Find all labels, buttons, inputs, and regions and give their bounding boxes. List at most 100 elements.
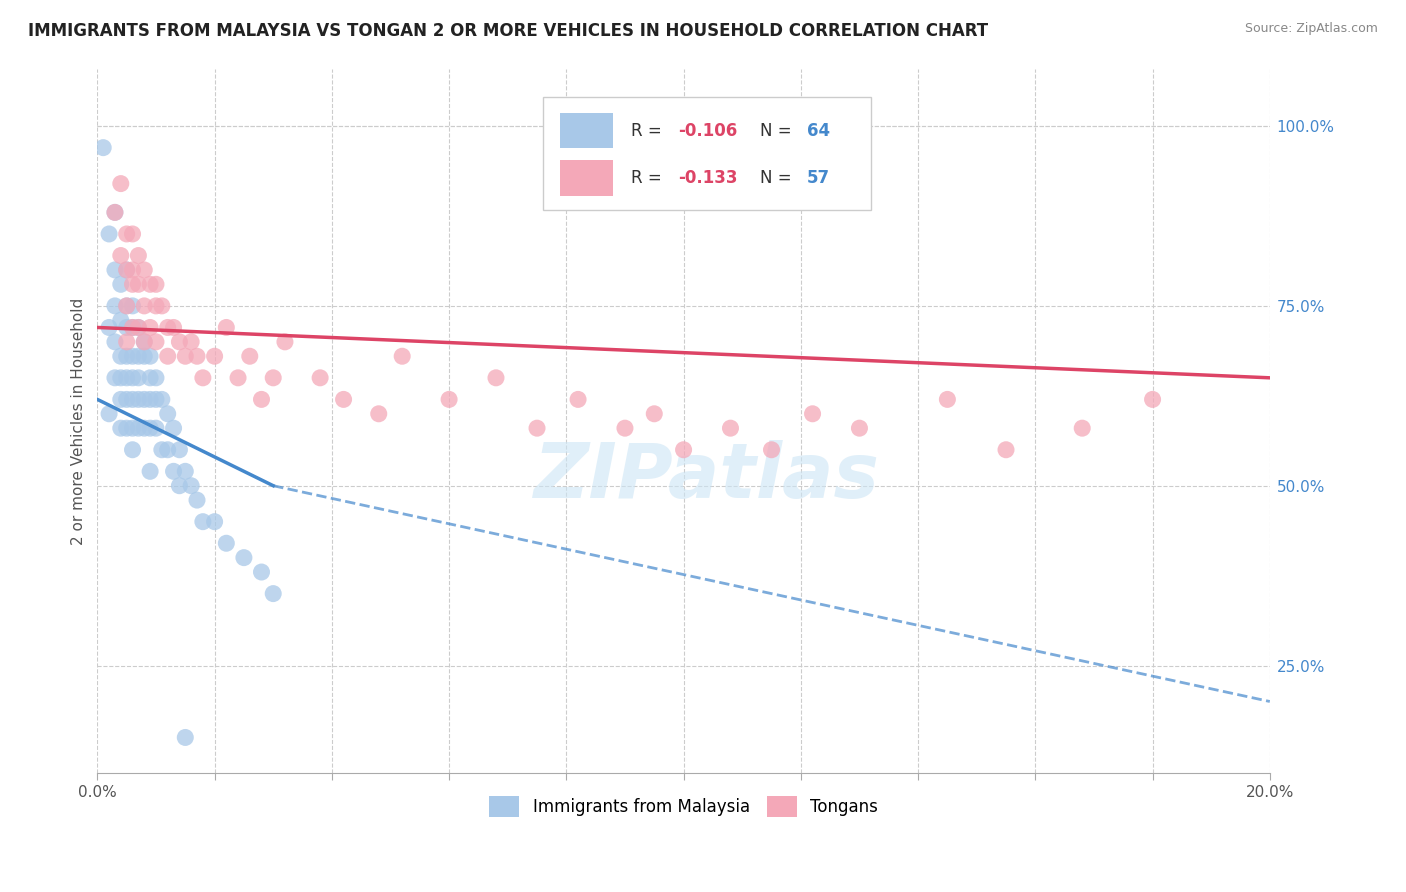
Point <box>110 349 132 363</box>
Point <box>145 371 167 385</box>
Point <box>150 299 173 313</box>
FancyBboxPatch shape <box>543 96 872 210</box>
Point <box>121 349 143 363</box>
Point <box>1071 421 1094 435</box>
Point <box>262 371 284 385</box>
Point <box>91 141 114 155</box>
Text: R =: R = <box>631 121 666 139</box>
Point <box>162 464 184 478</box>
Text: R =: R = <box>631 169 666 187</box>
Point <box>134 334 156 349</box>
Point <box>191 515 214 529</box>
Point <box>121 227 143 241</box>
Point <box>121 320 143 334</box>
Point <box>226 371 249 385</box>
Text: -0.106: -0.106 <box>678 121 737 139</box>
Text: ZIPatlas: ZIPatlas <box>534 441 880 515</box>
Point <box>162 320 184 334</box>
Point <box>995 442 1018 457</box>
Point <box>250 392 273 407</box>
Point <box>104 334 127 349</box>
Text: 57: 57 <box>807 169 830 187</box>
Point <box>936 392 959 407</box>
Point <box>110 277 132 292</box>
Point <box>367 407 389 421</box>
Point <box>134 263 156 277</box>
Point <box>437 392 460 407</box>
Point <box>174 731 197 745</box>
Point <box>485 371 508 385</box>
Point <box>186 349 208 363</box>
Point <box>134 421 156 435</box>
Point <box>121 277 143 292</box>
Point <box>156 442 179 457</box>
Point <box>139 277 162 292</box>
Point <box>174 349 197 363</box>
Point <box>145 299 167 313</box>
Point <box>145 334 167 349</box>
Point <box>169 442 191 457</box>
Point <box>127 277 149 292</box>
Point <box>262 586 284 600</box>
Point <box>145 392 167 407</box>
Point <box>134 334 156 349</box>
Point <box>104 371 127 385</box>
FancyBboxPatch shape <box>561 161 613 195</box>
Point <box>139 464 162 478</box>
Point <box>215 320 238 334</box>
Point <box>104 205 127 219</box>
Y-axis label: 2 or more Vehicles in Household: 2 or more Vehicles in Household <box>72 297 86 545</box>
Point <box>115 299 138 313</box>
Point <box>115 371 138 385</box>
Point <box>139 320 162 334</box>
Point <box>139 392 162 407</box>
Point <box>110 392 132 407</box>
Point <box>115 299 138 313</box>
Point <box>98 227 121 241</box>
Point <box>127 349 149 363</box>
Point <box>98 320 121 334</box>
Point <box>250 565 273 579</box>
Point <box>232 550 254 565</box>
Point <box>169 334 191 349</box>
FancyBboxPatch shape <box>561 113 613 148</box>
Point <box>643 407 665 421</box>
Point <box>204 515 226 529</box>
Point <box>186 493 208 508</box>
Point <box>613 421 636 435</box>
Point <box>139 349 162 363</box>
Legend: Immigrants from Malaysia, Tongans: Immigrants from Malaysia, Tongans <box>481 788 886 825</box>
Point <box>139 421 162 435</box>
Point <box>115 320 138 334</box>
Point <box>127 392 149 407</box>
Point <box>104 205 127 219</box>
Point <box>848 421 870 435</box>
Point <box>110 371 132 385</box>
Point <box>127 320 149 334</box>
Point <box>127 320 149 334</box>
Point <box>180 334 202 349</box>
Point <box>115 392 138 407</box>
Point <box>127 371 149 385</box>
Text: Source: ZipAtlas.com: Source: ZipAtlas.com <box>1244 22 1378 36</box>
Point <box>145 277 167 292</box>
Point <box>332 392 354 407</box>
Point <box>134 299 156 313</box>
Point <box>761 442 783 457</box>
Point <box>720 421 742 435</box>
Point <box>134 349 156 363</box>
Point <box>191 371 214 385</box>
Point <box>115 421 138 435</box>
Point <box>274 334 297 349</box>
Point <box>156 349 179 363</box>
Point <box>110 421 132 435</box>
Point <box>567 392 589 407</box>
Point <box>121 299 143 313</box>
Text: 64: 64 <box>807 121 830 139</box>
Point <box>309 371 332 385</box>
Point <box>145 421 167 435</box>
Point <box>127 421 149 435</box>
Point <box>110 177 132 191</box>
Point <box>672 442 695 457</box>
Point <box>104 263 127 277</box>
